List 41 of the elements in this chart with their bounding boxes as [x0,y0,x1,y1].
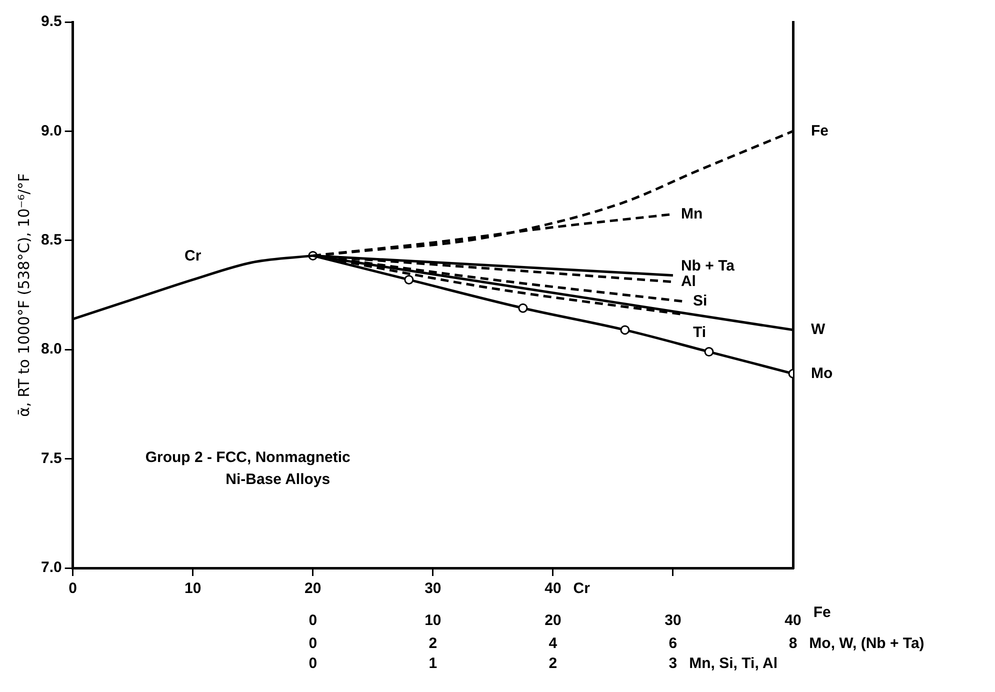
x2-axis-title: Fe [813,604,831,622]
x-tick-label: 40 [544,580,562,598]
x2-tick-label: 0 [308,612,318,630]
x-tick-label: 10 [184,580,202,598]
x2-tick-label: 10 [424,612,442,630]
x2-tick-label: 30 [664,612,682,630]
text: 2 [428,635,438,652]
y-tick-label: 7.5 [40,450,62,467]
text: 6 [668,635,678,652]
x2-tick-label: 20 [544,612,562,630]
y-axis-title: ᾱ, RT to 1000°F (538°C), 10⁻⁶/°F [14,173,33,417]
text: 4 [548,635,558,652]
series-label: Mn [680,205,703,222]
series-label: Cr [184,247,202,264]
y-tick-label: 9.5 [40,13,62,30]
y-tick-label: 7.0 [40,559,62,576]
series-label: Mo [811,364,833,382]
text: 3 [668,655,678,672]
series-label: Si [692,292,708,310]
series-label: W [811,321,826,338]
annotation: Group 2 - FCC, Nonmagnetic [145,449,350,466]
series-label: Nb + Ta [680,257,736,274]
y-tick-label: 8.0 [40,340,62,358]
x-axis-title: Cr [573,580,590,598]
text: 8 [788,635,798,652]
x-tick-label: 20 [304,580,322,598]
y-tick-label: 8.5 [40,232,62,249]
x2-tick-label: 40 [784,612,802,630]
text: Mn, Si, Ti, Al [689,655,778,672]
x-tick-label: 0 [68,580,78,598]
text: Mo, W, (Nb + Ta) [809,635,924,652]
y-tick-label: 9.0 [40,122,62,140]
text: 0 [308,655,318,672]
series-label: Fe [811,122,829,140]
annotation: Ni-Base Alloys [226,471,330,488]
text: 0 [308,635,318,652]
series-label: Ti [692,324,706,341]
series-label: Al [680,273,696,290]
x-tick-label: 30 [424,580,442,598]
text: 1 [428,655,438,672]
text: 2 [548,655,558,672]
